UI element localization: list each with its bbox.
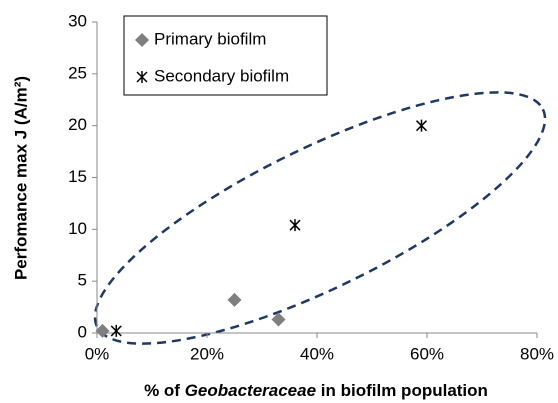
y-tick-label: 5 [78, 271, 87, 290]
diamond-point [271, 312, 286, 327]
asterisk-point [289, 219, 301, 232]
x-tick-label: 20% [190, 344, 224, 363]
x-title-part: in biofilm population [316, 381, 488, 400]
y-tick-label: 25 [68, 63, 87, 82]
y-tick-label: 30 [68, 11, 87, 30]
legend-marker [136, 71, 148, 83]
y-tick-label: 0 [78, 322, 87, 341]
legend-marker [135, 33, 149, 47]
x-tick-label: 40% [300, 344, 334, 363]
x-title-part: Geobacteraceae [185, 381, 316, 400]
x-tick-label: 0% [85, 344, 110, 363]
asterisk-point [110, 324, 122, 337]
group-ellipse [93, 91, 547, 345]
y-axis-title: Perfomance max J (A/m²) [11, 76, 30, 280]
legend-label: Primary biofilm [154, 29, 266, 48]
x-tick-label: 80% [520, 344, 554, 363]
diamond-point [227, 292, 242, 307]
x-tick-label: 60% [410, 344, 444, 363]
legend-label: Secondary biofilm [154, 66, 289, 85]
x-axis-title: % of Geobacteraceae in biofilm populatio… [144, 381, 488, 400]
y-tick-label: 15 [68, 167, 87, 186]
legend-box [123, 15, 328, 96]
diamond-point [95, 323, 110, 338]
y-tick-label: 20 [68, 115, 87, 134]
y-tick-label: 10 [68, 219, 87, 238]
asterisk-point [415, 119, 428, 132]
x-title-part: % of [144, 381, 185, 400]
